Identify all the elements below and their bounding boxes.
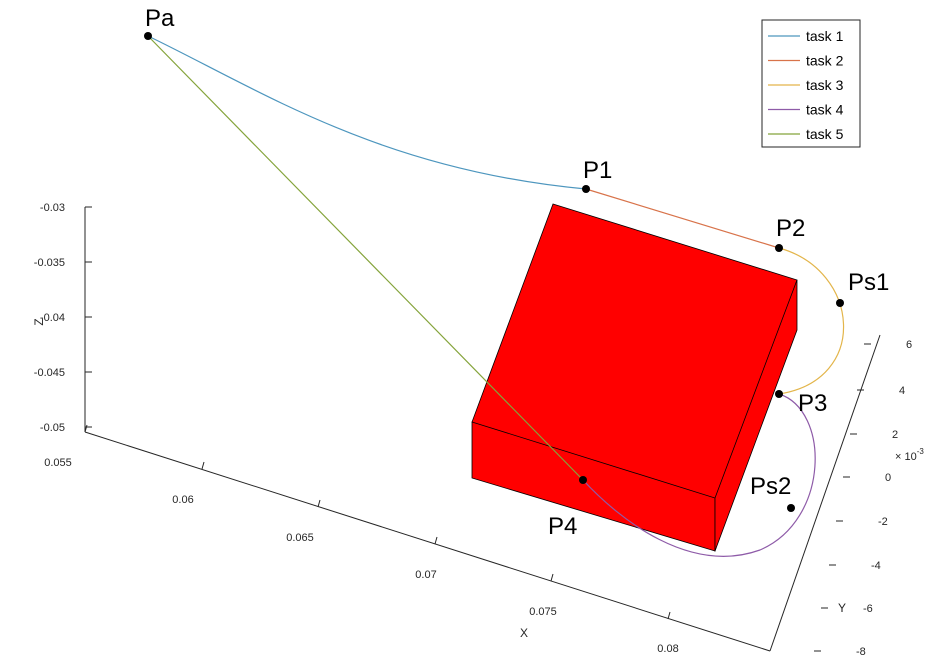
y-axis-exponent-base: × 10 [895, 451, 917, 463]
legend-label: task 3 [806, 77, 844, 93]
point-p4 [579, 476, 587, 484]
y-tick-label: -8 [856, 646, 866, 658]
y-axis-exponent: × 10-3 [895, 447, 924, 463]
z-tick-label: -0.05 [40, 422, 65, 434]
x-tick-mark [84, 424, 88, 433]
y-tick-label: 0 [885, 472, 891, 484]
y-tick-label: -2 [878, 516, 888, 528]
series-task-3 [778, 247, 845, 395]
series-layer [147, 35, 845, 557]
y-axis-exponent-power: -3 [917, 447, 925, 456]
legend-label: task 1 [806, 28, 844, 44]
point-label-p2: P2 [776, 215, 805, 242]
legend-label: task 2 [806, 53, 844, 69]
x-tick-mark [550, 573, 554, 582]
z-axis-label: Z [32, 318, 46, 325]
y-tick-label: 4 [899, 385, 905, 397]
x-axis-label: X [520, 626, 528, 640]
legend-box [761, 19, 861, 148]
point-p3 [775, 390, 783, 398]
axes-layer [84, 207, 881, 652]
x-tick-mark [434, 536, 438, 545]
point-label-p1: P1 [583, 157, 612, 184]
z-tick-label: -0.04 [40, 312, 65, 324]
y-tick-label: -6 [863, 603, 873, 615]
point-pa [144, 32, 152, 40]
point-p2 [775, 244, 783, 252]
x-tick-label: 0.06 [172, 494, 193, 506]
y-tick-label: 6 [906, 339, 912, 351]
x-axis-line [84, 431, 771, 652]
x-tick-label: 0.055 [44, 457, 72, 469]
y-tick-label: 2 [892, 429, 898, 441]
x-tick-label: 0.08 [657, 643, 678, 655]
series-task-5 [147, 35, 584, 481]
ticks-layer: -0.03 -0.035 -0.04 -0.045 -0.05 0.055 0.06 0.06… [34, 202, 912, 658]
y-axis-line [769, 334, 881, 652]
series-task-4 [582, 393, 816, 557]
z-tick-label: -0.045 [34, 367, 65, 379]
series-task-1 [147, 35, 587, 190]
point-ps2 [787, 504, 795, 512]
legend: task 1 task 2 task 3 task 4 task 5 [761, 19, 861, 148]
point-label-ps1: Ps1 [848, 269, 889, 296]
point-label-p3: P3 [798, 390, 827, 417]
point-label-p4: P4 [548, 513, 577, 540]
obstacle-box [471, 203, 798, 552]
points-layer: Pa P1 P2 Ps1 P3 Ps2 P4 [144, 5, 889, 540]
x-tick-mark [201, 461, 205, 470]
y-axis-label: Y [838, 601, 846, 615]
point-p1 [582, 185, 590, 193]
x-tick-label: 0.065 [286, 532, 314, 544]
box-side-face [714, 279, 798, 552]
x-tick-label: 0.07 [415, 569, 436, 581]
axis-labels: Z X Y × 10-3 [32, 318, 924, 640]
point-label-ps2: Ps2 [750, 473, 791, 500]
x-tick-mark [317, 499, 321, 508]
x-tick-label: 0.075 [529, 606, 557, 618]
x-tick-mark [667, 611, 671, 620]
legend-label: task 5 [806, 126, 844, 142]
series-task-2 [585, 188, 780, 249]
z-tick-label: -0.035 [34, 257, 65, 269]
z-tick-label: -0.03 [40, 202, 65, 214]
legend-label: task 4 [806, 102, 844, 118]
y-tick-label: -4 [871, 560, 881, 572]
point-label-pa: Pa [145, 5, 175, 32]
point-ps1 [836, 299, 844, 307]
